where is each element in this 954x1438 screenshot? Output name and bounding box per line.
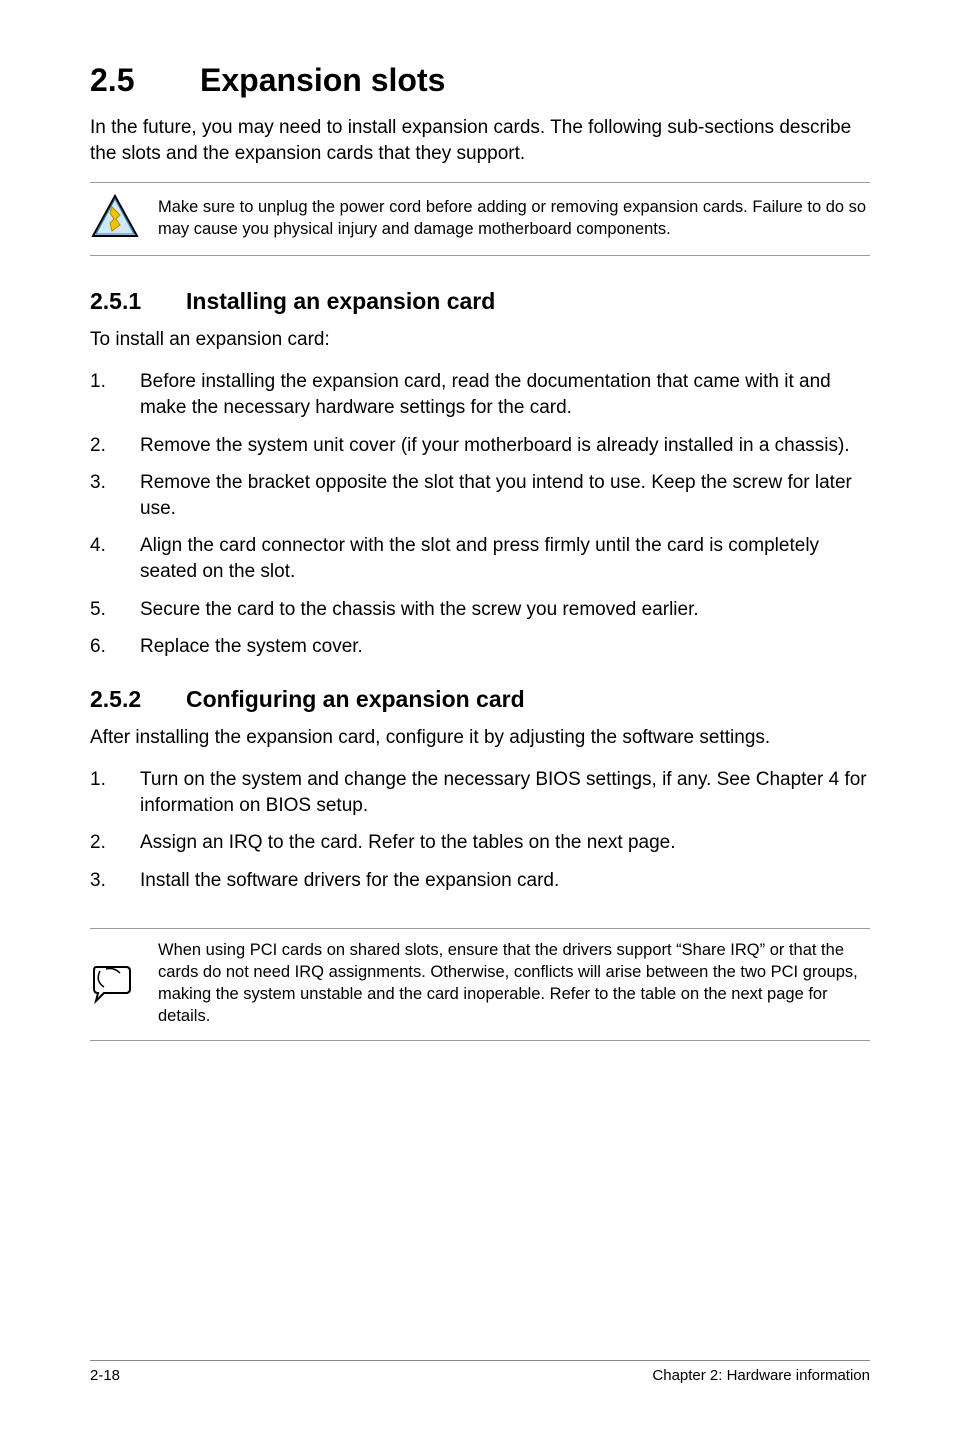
step-text: Secure the card to the chassis with the … [140, 597, 870, 623]
subsection-lead: To install an expansion card: [90, 329, 870, 351]
list-item: 3.Remove the bracket opposite the slot t… [90, 470, 870, 521]
note-callout: When using PCI cards on shared slots, en… [90, 928, 870, 1041]
subsection-title: Configuring an expansion card [186, 686, 525, 712]
step-number: 2. [90, 433, 140, 459]
step-text: Install the software drivers for the exp… [140, 868, 870, 894]
chapter-label: Chapter 2: Hardware information [652, 1367, 870, 1384]
step-text: Align the card connector with the slot a… [140, 533, 870, 584]
note-icon [90, 958, 140, 1008]
step-text: Before installing the expansion card, re… [140, 369, 870, 420]
step-number: 6. [90, 634, 140, 660]
step-number: 4. [90, 533, 140, 584]
step-number: 3. [90, 868, 140, 894]
section-number: 2.5 [90, 62, 200, 99]
step-text: Turn on the system and change the necess… [140, 767, 870, 818]
warning-text: Make sure to unplug the power cord befor… [158, 196, 870, 241]
subsection-252: 2.5.2Configuring an expansion card After… [90, 686, 870, 894]
subsection-251: 2.5.1Installing an expansion card To ins… [90, 288, 870, 660]
step-number: 5. [90, 597, 140, 623]
section-heading: 2.5Expansion slots [90, 62, 870, 99]
step-number: 1. [90, 369, 140, 420]
list-item: 2.Remove the system unit cover (if your … [90, 433, 870, 459]
list-item: 4.Align the card connector with the slot… [90, 533, 870, 584]
step-number: 3. [90, 470, 140, 521]
note-text: When using PCI cards on shared slots, en… [158, 939, 870, 1028]
page-number: 2-18 [90, 1367, 120, 1384]
list-item: 1.Before installing the expansion card, … [90, 369, 870, 420]
step-text: Remove the bracket opposite the slot tha… [140, 470, 870, 521]
list-item: 3.Install the software drivers for the e… [90, 868, 870, 894]
steps-list: 1.Turn on the system and change the nece… [90, 767, 870, 894]
step-text: Assign an IRQ to the card. Refer to the … [140, 830, 870, 856]
step-number: 2. [90, 830, 140, 856]
step-text: Replace the system cover. [140, 634, 870, 660]
steps-list: 1.Before installing the expansion card, … [90, 369, 870, 660]
section-intro: In the future, you may need to install e… [90, 115, 870, 166]
subsection-heading: 2.5.1Installing an expansion card [90, 288, 870, 315]
list-item: 1.Turn on the system and change the nece… [90, 767, 870, 818]
subsection-number: 2.5.2 [90, 686, 186, 713]
step-text: Remove the system unit cover (if your mo… [140, 433, 870, 459]
list-item: 6.Replace the system cover. [90, 634, 870, 660]
page-footer: 2-18 Chapter 2: Hardware information [90, 1360, 870, 1384]
list-item: 2.Assign an IRQ to the card. Refer to th… [90, 830, 870, 856]
step-number: 1. [90, 767, 140, 818]
subsection-heading: 2.5.2Configuring an expansion card [90, 686, 870, 713]
subsection-number: 2.5.1 [90, 288, 186, 315]
subsection-lead: After installing the expansion card, con… [90, 727, 870, 749]
section-title: Expansion slots [200, 62, 445, 98]
subsection-title: Installing an expansion card [186, 288, 495, 314]
warning-icon [90, 193, 140, 243]
list-item: 5.Secure the card to the chassis with th… [90, 597, 870, 623]
warning-callout: Make sure to unplug the power cord befor… [90, 182, 870, 256]
